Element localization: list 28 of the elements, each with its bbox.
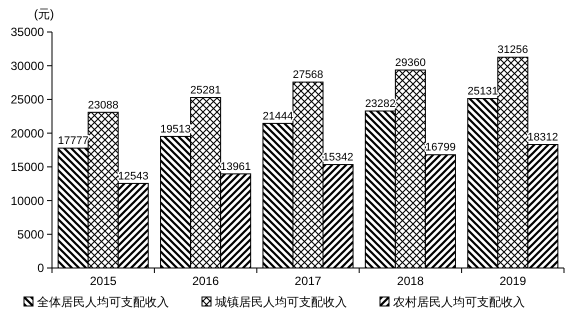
x-tick-label: 2019 — [499, 274, 526, 288]
x-tick-label: 2018 — [397, 274, 424, 288]
x-tick-label: 2017 — [294, 274, 322, 288]
data-label: 12543 — [118, 170, 149, 182]
legend-label: 全体居民人均可支配收入 — [37, 295, 169, 309]
y-tick-label: 25000 — [10, 92, 44, 107]
y-tick-label: 30000 — [10, 58, 44, 73]
y-tick-label: 15000 — [10, 160, 44, 174]
data-label: 27568 — [292, 69, 324, 82]
y-tick-label: 20000 — [10, 126, 44, 140]
legend-label: 农村居民人均可支配收入 — [393, 295, 525, 309]
y-tick-label: 5000 — [17, 227, 44, 242]
data-label: 13961 — [220, 160, 251, 173]
x-tick-label: 2015 — [90, 274, 117, 288]
data-label: 25131 — [467, 86, 498, 98]
data-label: 16799 — [425, 142, 456, 154]
y-tick-label: 35000 — [10, 25, 44, 40]
data-label: 23282 — [365, 98, 396, 110]
y-axis-title: (元) — [34, 7, 54, 21]
data-label: 31256 — [498, 44, 528, 56]
data-label: 23088 — [88, 99, 118, 112]
data-label: 29360 — [395, 57, 426, 70]
data-label: 15342 — [322, 152, 354, 164]
data-label: 25281 — [190, 84, 221, 97]
legend-label: 城镇居民人均可支配收入 — [214, 295, 347, 309]
y-tick-label: 10000 — [10, 194, 44, 208]
y-tick-label: 0 — [37, 261, 44, 276]
x-tick-label: 2016 — [192, 274, 220, 288]
